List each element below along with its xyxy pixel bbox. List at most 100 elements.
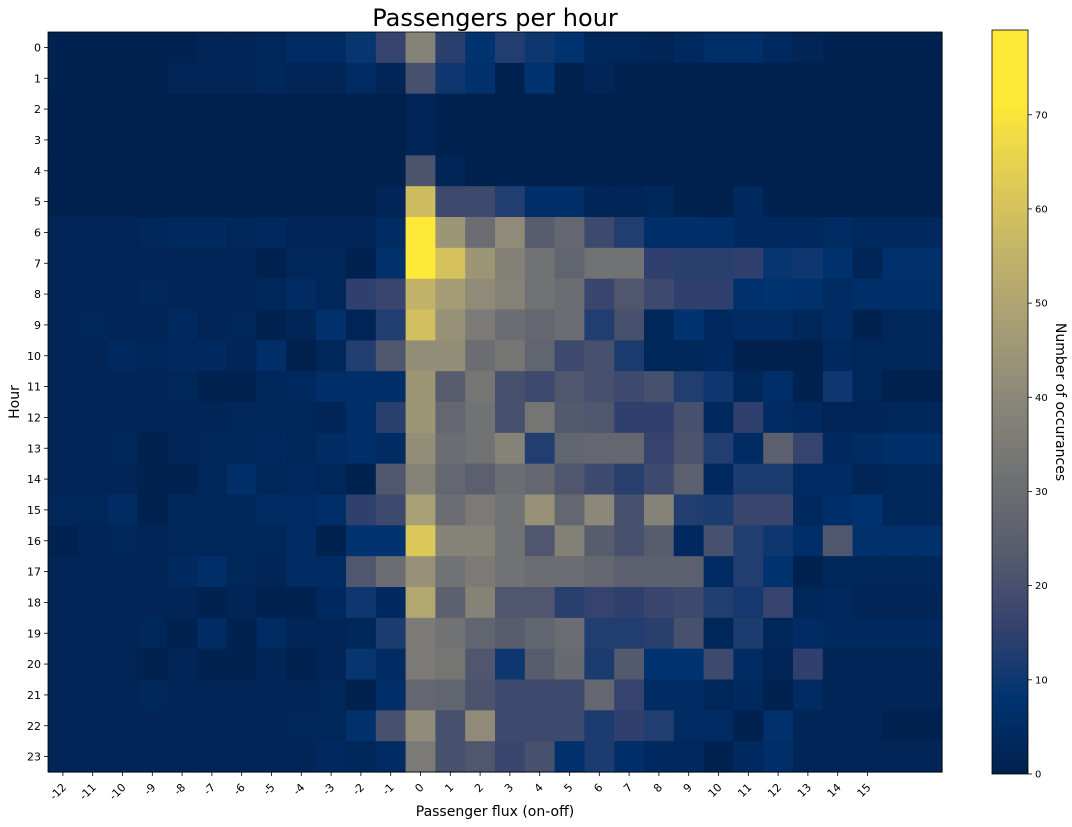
y-tick-label: 9	[34, 319, 41, 332]
heatmap-cell	[256, 679, 287, 711]
heatmap-cell	[77, 93, 109, 126]
heatmap-cell	[882, 587, 913, 619]
heatmap-cell	[107, 340, 138, 372]
heatmap-cell	[495, 32, 526, 64]
heatmap-cell	[673, 309, 705, 341]
heatmap-cell	[763, 617, 794, 650]
heatmap-cell	[167, 124, 198, 156]
heatmap-cell	[167, 186, 198, 218]
heatmap-cell	[912, 494, 943, 526]
y-tick-label: 5	[34, 196, 41, 209]
heatmap-cell	[137, 62, 168, 95]
heatmap-cell	[495, 278, 526, 311]
heatmap-cell	[703, 741, 734, 773]
heatmap-cell	[524, 463, 556, 496]
heatmap-cell	[375, 617, 407, 650]
heatmap-cell	[346, 247, 377, 280]
heatmap-cell	[107, 124, 138, 156]
heatmap-cell	[912, 217, 943, 249]
heatmap-cell	[405, 93, 436, 126]
heatmap-cell	[644, 402, 675, 434]
heatmap-cell	[793, 309, 824, 341]
heatmap-cell	[256, 186, 287, 218]
heatmap-cell	[584, 494, 615, 526]
heatmap-cell	[763, 494, 794, 526]
heatmap-cell	[197, 217, 228, 249]
heatmap-cell	[524, 648, 556, 681]
heatmap-cell	[286, 217, 317, 249]
heatmap-cell	[346, 679, 377, 711]
heatmap-cell	[733, 587, 764, 619]
heatmap-cell	[554, 525, 585, 557]
x-tick-label: 6	[591, 781, 605, 795]
heatmap-cell	[614, 186, 645, 218]
heatmap-cell	[256, 648, 287, 681]
heatmap-cell	[137, 463, 168, 496]
heatmap-cell	[852, 371, 883, 403]
heatmap-cell	[167, 402, 198, 434]
heatmap-cell	[673, 463, 705, 496]
heatmap-cell	[48, 710, 79, 742]
heatmap-cell	[107, 587, 138, 619]
heatmap-cell	[405, 494, 436, 526]
heatmap-cell	[316, 587, 347, 619]
heatmap-cell	[524, 617, 556, 650]
heatmap-cell	[882, 155, 913, 187]
heatmap-cell	[554, 93, 585, 126]
heatmap-cell	[48, 278, 79, 311]
heatmap-cell	[286, 525, 317, 557]
heatmap-cell	[495, 679, 526, 711]
heatmap-cell	[346, 217, 377, 249]
colorbar-tick-label: 70	[1035, 110, 1048, 121]
y-tick-label: 7	[34, 257, 41, 270]
heatmap-cell	[703, 525, 734, 557]
heatmap-cell	[733, 494, 764, 526]
heatmap-cell	[524, 556, 556, 588]
heatmap-cell	[673, 556, 705, 588]
heatmap-cell	[852, 62, 883, 95]
heatmap-cell	[554, 710, 585, 742]
heatmap-cell	[197, 587, 228, 619]
heatmap-cell	[882, 556, 913, 588]
heatmap-cell	[793, 741, 824, 773]
x-tick-label: 7	[621, 781, 635, 795]
heatmap-cell	[435, 710, 466, 742]
heatmap-cell	[346, 525, 377, 557]
heatmap-cell	[77, 371, 109, 403]
heatmap-cell	[882, 309, 913, 341]
heatmap-cell	[167, 247, 198, 280]
heatmap-cell	[346, 402, 377, 434]
heatmap-cell	[733, 309, 764, 341]
heatmap-cell	[77, 525, 109, 557]
heatmap-cell	[673, 432, 705, 465]
heatmap-cell	[703, 371, 734, 403]
heatmap-cell	[644, 186, 675, 218]
heatmap-cell	[346, 32, 377, 64]
heatmap-cell	[48, 124, 79, 156]
heatmap-cell	[584, 32, 615, 64]
heatmap-cell	[554, 186, 585, 218]
heatmap-cell	[107, 371, 138, 403]
heatmap-cell	[912, 432, 943, 465]
heatmap-cell	[554, 679, 585, 711]
heatmap-cell	[912, 556, 943, 588]
heatmap-cell	[584, 278, 615, 311]
heatmap-cell	[465, 217, 496, 249]
heatmap-cell	[167, 617, 198, 650]
heatmap-cell	[465, 741, 496, 773]
heatmap-cell	[197, 247, 228, 280]
heatmap-cell	[852, 93, 883, 126]
x-tick-label: -8	[171, 781, 188, 798]
heatmap-cell	[524, 402, 556, 434]
heatmap-cell	[882, 648, 913, 681]
heatmap-cell	[405, 648, 436, 681]
heatmap-cell	[852, 679, 883, 711]
heatmap-cell	[137, 247, 168, 280]
x-tick-label: 5	[561, 781, 575, 795]
heatmap-cell	[375, 217, 407, 249]
heatmap-cell	[48, 648, 79, 681]
heatmap-cell	[763, 525, 794, 557]
heatmap-cell	[554, 247, 585, 280]
heatmap-cell	[226, 124, 258, 156]
heatmap-cell	[465, 124, 496, 156]
